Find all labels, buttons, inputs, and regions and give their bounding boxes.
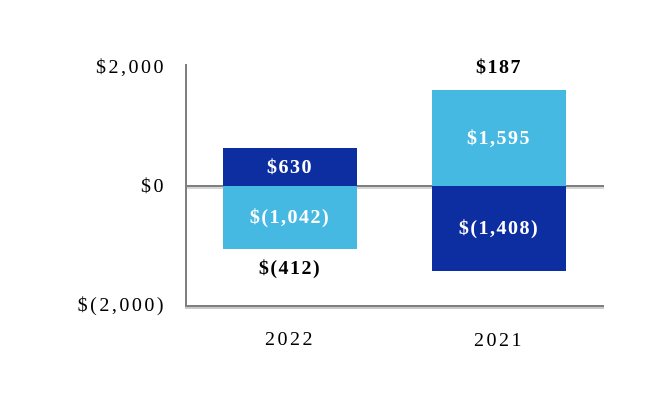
x-axis-label-2022: 2022 [265, 328, 315, 350]
bar-segment-2021-navy-negative: $(1,408) [432, 186, 566, 271]
bar-value-label: $(1,042) [249, 206, 331, 228]
total-label-2022: $(412) [258, 257, 322, 279]
y-axis-tick-label-0: $0 [141, 175, 166, 197]
bar-value-label: $(1,408) [458, 217, 540, 239]
y-axis-tick-label-2000: $2,000 [96, 56, 166, 78]
bar-segment-2021-sky-positive: $1,595 [432, 90, 566, 186]
y-axis-line [185, 64, 187, 307]
bar-segment-2022-sky-negative: $(1,042) [223, 186, 357, 249]
bar-value-label: $1,595 [467, 126, 531, 149]
y-axis-tick-label-neg2000: $(2,000) [77, 294, 166, 316]
total-label-2021: $187 [476, 56, 522, 78]
x-axis-line [185, 305, 604, 307]
bar-value-label: $630 [267, 155, 313, 178]
x-axis-label-2021: 2021 [474, 329, 524, 351]
zero-baseline [187, 185, 604, 187]
bar-segment-2022-navy-positive: $630 [223, 148, 357, 186]
